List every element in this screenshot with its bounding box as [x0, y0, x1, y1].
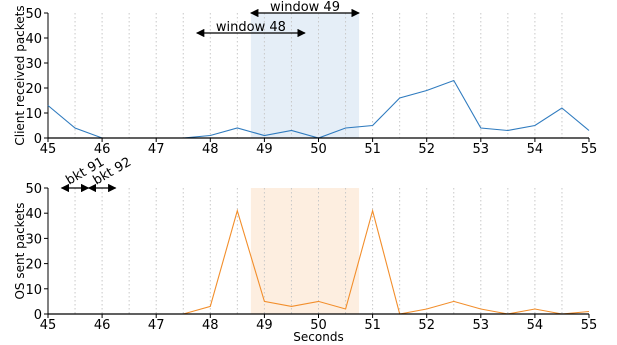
x-tick-label: 53 [473, 142, 490, 157]
y-tick-label: 40 [25, 207, 42, 222]
y-tick-label: 0 [34, 132, 42, 147]
y-tick-label: 0 [34, 308, 42, 323]
x-tick-label: 45 [40, 142, 57, 157]
x-tick-label: 46 [94, 142, 111, 157]
y-tick-label: 10 [25, 107, 42, 122]
y-tick-label: 50 [25, 182, 42, 197]
x-tick-label: 49 [256, 318, 273, 333]
y-tick-label: 30 [25, 232, 42, 247]
y-tick-label: 50 [25, 7, 42, 22]
y-tick-label: 30 [25, 57, 42, 72]
y-tick-label: 20 [25, 258, 42, 273]
x-tick-label: 50 [310, 318, 327, 333]
x-axis-label: Seconds [293, 330, 343, 344]
x-tick-label: 53 [473, 318, 490, 333]
y-tick-label: 10 [25, 283, 42, 298]
x-tick-label: 50 [310, 142, 327, 157]
x-tick-label: 51 [364, 318, 381, 333]
x-tick-label: 55 [581, 318, 598, 333]
x-tick-label: 52 [418, 142, 435, 157]
x-tick-label: 54 [527, 318, 544, 333]
shaded-window [250, 188, 360, 314]
x-tick-label: 54 [527, 142, 544, 157]
y-tick-label: 20 [25, 82, 42, 97]
x-tick-label: 47 [148, 142, 165, 157]
x-tick-label: 46 [94, 318, 111, 333]
x-tick-label: 51 [364, 142, 381, 157]
y-axis-label: OS sent packets [13, 202, 27, 299]
x-tick-label: 55 [581, 142, 598, 157]
os-sent-chart: 0 10 20 30 40 50 45 46 47 48 49 50 51 52 53 54 55 OS sent… [13, 155, 597, 344]
annotation-label: window 48 [216, 20, 286, 35]
client-received-chart: 0 10 20 30 40 50 45 46 47 48 49 50 51 52 53 54 55 Client … [13, 0, 597, 157]
annotation-label: window 49 [270, 0, 340, 15]
x-tick-label: 47 [148, 318, 165, 333]
x-tick-label: 52 [418, 318, 435, 333]
x-tick-label: 49 [256, 142, 273, 157]
x-tick-label: 45 [40, 318, 57, 333]
x-tick-label: 48 [202, 318, 219, 333]
x-tick-label: 48 [202, 142, 219, 157]
y-axis-label: Client received packets [13, 5, 27, 145]
y-tick-label: 40 [25, 32, 42, 47]
